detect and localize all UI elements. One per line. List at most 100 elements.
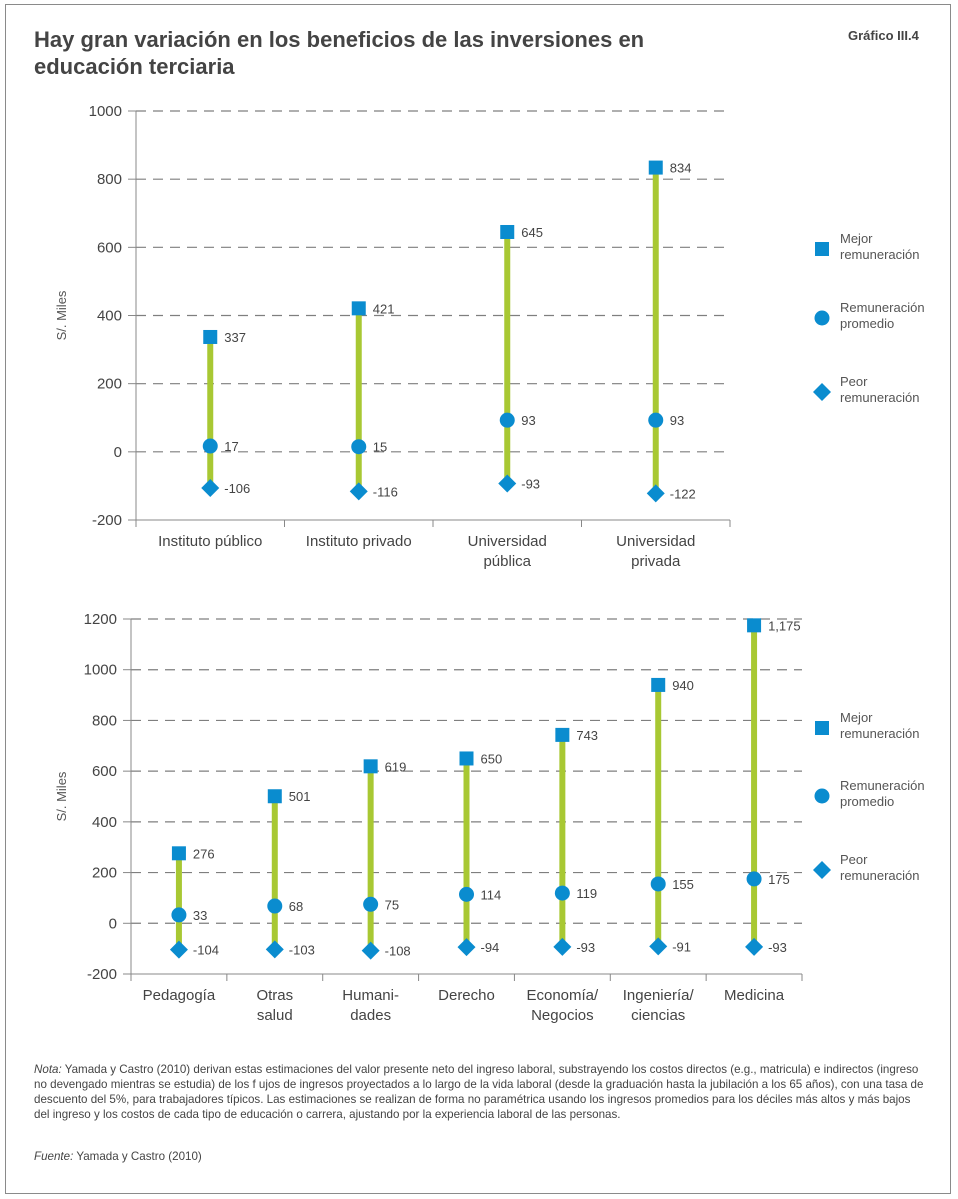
- y-tick-label: 200: [92, 865, 117, 882]
- data-label: -93: [768, 940, 787, 955]
- point-mejor-remuneración: [171, 846, 186, 861]
- point-remuneración-promedio: [746, 871, 762, 887]
- point-peor-remuneración: [745, 937, 764, 956]
- data-label: -94: [481, 940, 500, 955]
- point-mejor-remuneración: [351, 301, 366, 316]
- y-tick-label: 400: [92, 814, 117, 831]
- point-remuneración-promedio: [554, 885, 570, 901]
- category-label: Otras salud: [256, 987, 293, 1024]
- point-peor-remuneración: [265, 940, 284, 959]
- chart-institutions: 1000 800 600 400 200 0 -200 S/. Miles Instituto …: [54, 103, 925, 570]
- data-label: 743: [576, 728, 598, 743]
- note: Nota: Yamada y Castro (2010) derivan est…: [34, 1062, 924, 1122]
- data-label: 155: [672, 877, 694, 892]
- point-mejor-remuneración: [555, 727, 570, 742]
- category-label: Medicina: [724, 987, 785, 1004]
- point-peor-remuneración: [201, 478, 220, 497]
- data-label: 17: [224, 439, 238, 454]
- category-label: Universidad pública: [468, 533, 547, 570]
- point-remuneración-promedio: [650, 876, 666, 892]
- category-label: Ingeniería/ciencias: [623, 987, 695, 1024]
- chart-title: Hay gran variación en los beneficios de …: [34, 27, 645, 79]
- source: Fuente: Yamada y Castro (2010): [34, 1150, 202, 1163]
- data-label: 834: [670, 161, 692, 176]
- data-label: 68: [289, 899, 303, 914]
- figure-frame: [5, 4, 951, 1194]
- point-peor-remuneración: [349, 482, 368, 501]
- data-label: 119: [576, 886, 597, 901]
- data-label: 114: [481, 887, 502, 902]
- data-label: 75: [385, 897, 399, 912]
- data-label: -108: [385, 944, 411, 959]
- y-tick-label: 0: [109, 915, 117, 932]
- data-label: 940: [672, 678, 694, 693]
- y-tick-label: 1000: [89, 103, 122, 120]
- data-label: -104: [193, 943, 219, 958]
- y-tick-label: 600: [97, 239, 122, 256]
- data-label: 276: [193, 846, 215, 861]
- legend-marker: [814, 310, 830, 326]
- data-label: 645: [521, 225, 543, 240]
- y-tick-label: 1000: [84, 662, 117, 679]
- y-tick-label: 200: [97, 376, 122, 393]
- point-peor-remuneración: [498, 474, 517, 493]
- category-label: Derecho: [438, 987, 495, 1004]
- point-remuneración-promedio: [267, 898, 283, 914]
- figure-number: Gráfico III.4: [848, 28, 919, 43]
- y-tick-label: 600: [92, 763, 117, 780]
- point-peor-remuneración: [361, 941, 380, 960]
- legend-label: Peor remuneración: [840, 374, 920, 405]
- y-tick-label: 400: [97, 308, 122, 325]
- data-label: 15: [373, 440, 387, 455]
- data-label: -93: [521, 477, 540, 492]
- data-label: -116: [373, 484, 398, 499]
- data-label: -93: [576, 940, 595, 955]
- data-label: -103: [289, 942, 315, 957]
- legend-marker: [815, 242, 829, 256]
- y-tick-label: 800: [97, 171, 122, 188]
- point-mejor-remuneración: [203, 329, 218, 344]
- source-label: Fuente:: [34, 1150, 74, 1163]
- legend-label: Remuneración promedio: [840, 778, 925, 809]
- point-mejor-remuneración: [500, 224, 515, 239]
- category-label: Pedagogía: [143, 987, 216, 1004]
- point-mejor-remuneración: [648, 160, 663, 175]
- legend-label: Peor remuneración: [840, 852, 920, 883]
- point-remuneración-promedio: [171, 907, 187, 923]
- y-tick-label: 1200: [84, 611, 117, 628]
- category-label: Instituto público: [158, 533, 262, 550]
- chart-careers: 1200 1000 800 600 400 200 0 -200 S/. Miles Pedago…: [54, 611, 925, 1024]
- y-axis-title: S/. Miles: [54, 290, 69, 340]
- y-tick-label: 800: [92, 712, 117, 729]
- point-peor-remuneración: [646, 484, 665, 503]
- legend-label: Remuneración promedio: [840, 300, 925, 331]
- legend-marker: [815, 721, 829, 735]
- point-mejor-remuneración: [651, 677, 666, 692]
- data-label: -122: [670, 486, 696, 501]
- legend-label: Mejor remuneración: [840, 710, 920, 741]
- data-label: 93: [670, 413, 684, 428]
- data-label: -106: [224, 481, 250, 496]
- point-mejor-remuneración: [363, 759, 378, 774]
- y-tick-label: 0: [114, 444, 122, 461]
- point-mejor-remuneración: [747, 618, 762, 633]
- data-label: 93: [521, 413, 535, 428]
- data-label: 421: [373, 301, 395, 316]
- point-mejor-remuneración: [459, 751, 474, 766]
- point-peor-remuneración: [457, 938, 476, 957]
- data-label: 175: [768, 872, 790, 887]
- point-remuneración-promedio: [648, 412, 664, 428]
- point-peor-remuneración: [169, 940, 188, 959]
- point-remuneración-promedio: [363, 896, 379, 912]
- point-remuneración-promedio: [499, 412, 515, 428]
- point-remuneración-promedio: [459, 886, 474, 902]
- point-remuneración-promedio: [202, 438, 218, 454]
- point-mejor-remuneración: [267, 789, 282, 804]
- data-label: 337: [224, 330, 246, 345]
- note-text: Yamada y Castro (2010) derivan estas est…: [34, 1063, 924, 1121]
- data-label: 650: [481, 751, 503, 766]
- data-label: 619: [385, 759, 407, 774]
- legend-marker: [813, 383, 831, 401]
- note-label: Nota:: [34, 1063, 62, 1076]
- category-label: Humani-dades: [342, 987, 399, 1024]
